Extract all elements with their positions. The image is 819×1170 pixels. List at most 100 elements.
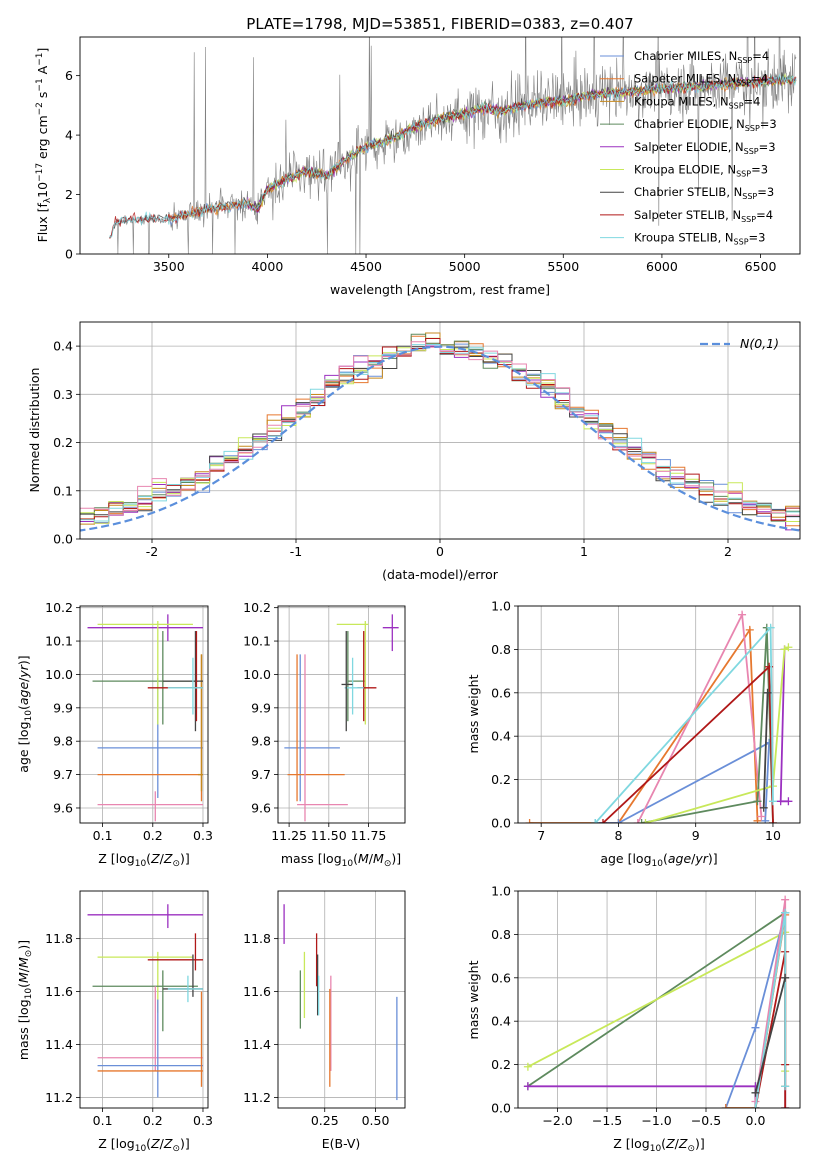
legend-label: Chabrier MILES, NSSP=4: [634, 49, 769, 65]
y-tick-label: 0.6: [491, 685, 511, 700]
y-tick-label: 0.2: [491, 772, 511, 787]
x-tick-label: 4500: [350, 259, 382, 274]
ticks: 0.25 0.50 11.2 11.4 11.6 11.8: [243, 931, 389, 1128]
x-tick-label: −1.0: [641, 1113, 671, 1128]
figure-title: PLATE=1798, MJD=53851, FIBERID=0383, z=0…: [246, 15, 633, 33]
x-tick-label: 11.75: [351, 828, 387, 843]
y-tick-label: 0.6: [491, 970, 511, 985]
ticks: 0.1 0.2 0.3 9.6 9.7 9.8 9.9 10.0 10.1 10.2: [45, 600, 213, 843]
y-tick-label: 9.8: [53, 734, 73, 749]
y-tick-label: 0.8: [491, 927, 511, 942]
kroupa-elodie-marker: [523, 1062, 532, 1071]
y-tick-label: 6: [65, 68, 73, 83]
legend-label: Kroupa MILES, NSSP=4: [634, 94, 760, 110]
x-tick-label: -2: [146, 544, 158, 559]
axes-frame: [517, 605, 801, 824]
y-tick-label: 0.4: [53, 339, 73, 354]
chabrier-miles-marker: [761, 816, 770, 823]
axes-frame: [79, 890, 209, 1109]
y-tick-label: 1.0: [491, 599, 511, 614]
grid: [518, 890, 800, 1109]
y-tick-label: 0.4: [491, 729, 511, 744]
y-tick-label: 9.6: [53, 800, 73, 815]
x-tick-label: 0.3: [193, 1113, 213, 1128]
x-tick-label: 4000: [251, 259, 283, 274]
x-tick-label: 0.50: [362, 1113, 390, 1128]
y-tick-label: 9.7: [251, 767, 271, 782]
y-tick-label: 11.6: [45, 984, 73, 999]
y-tick-label: 0.1: [53, 483, 73, 498]
salpeter-elodie-marker: [784, 797, 793, 806]
chabrier-stelib-marker: [781, 973, 790, 982]
legend-label: Salpeter ELODIE, NSSP=3: [634, 140, 776, 156]
axes-frame: [517, 890, 801, 1109]
x-axis-label: Z [log10(Z/Z⊙)]: [98, 1136, 190, 1154]
y-tick-label: 0.0: [491, 1101, 511, 1116]
plot-area: [87, 904, 203, 1098]
x-tick-label: −0.5: [691, 1113, 721, 1128]
x-tick-label: 6000: [646, 259, 678, 274]
axes-frame: [79, 605, 209, 824]
grid: [80, 606, 208, 823]
axes-frame: [277, 890, 406, 1109]
chabrier-miles-marker: [614, 819, 623, 823]
salpeter-elodie-marker: [523, 1082, 532, 1091]
legend-label: Chabrier STELIB, NSSP=3: [634, 185, 774, 201]
chabrier-stelib-marker: [763, 688, 772, 697]
y-tick-label: 11.8: [243, 931, 271, 946]
kroupa-elodie-marker: [641, 819, 650, 823]
kroupa-elodie-marker: [784, 643, 793, 652]
y-tick-label: 0.4: [491, 1014, 511, 1029]
pink-marker: [633, 819, 642, 823]
x-tick-label: 10: [765, 828, 781, 843]
x-tick-label: 0: [436, 544, 444, 559]
chabrier-elodie-marker: [637, 819, 646, 823]
mass-age-plot: 11.25 11.50 11.75 9.6 9.7 9.8 9.9 10.0 10.1 10.2 m…: [243, 600, 406, 869]
pink-histogram: [80, 341, 800, 518]
kroupa-stelib-marker: [781, 1082, 790, 1091]
legend-label: Salpeter MILES, NSSP=4: [634, 72, 768, 88]
y-tick-label: 9.9: [251, 700, 271, 715]
y-tick-label: 11.2: [45, 1090, 73, 1105]
y-tick-label: 0.8: [491, 642, 511, 657]
y-tick-label: 9.6: [251, 800, 271, 815]
y-tick-label: 0.3: [53, 387, 73, 402]
y-axis-label: Normed distribution: [27, 368, 42, 493]
y-axis-label: mass weight: [466, 960, 481, 1039]
plot-area: [109, 37, 797, 254]
legend-label: Kroupa STELIB, NSSP=3: [634, 231, 765, 247]
pink-marker: [781, 895, 790, 904]
x-tick-label: 8: [614, 828, 622, 843]
axes-frame: [277, 605, 406, 824]
x-tick-label: 6500: [745, 259, 777, 274]
x-tick-label: 5000: [449, 259, 481, 274]
spectrum-plot: 3500 4000 4500 5000 5500 6000 6500 0 2 4 6 waveleng…: [35, 36, 801, 297]
plot-area: [284, 614, 399, 822]
x-axis-label: Z [log10(Z/Z⊙)]: [98, 851, 190, 869]
x-tick-label: 0.2: [143, 1113, 163, 1128]
chabrier-miles-marker: [751, 1023, 760, 1032]
plot-area: [80, 332, 800, 533]
y-tick-label: 11.2: [243, 1090, 271, 1105]
salpeter-miles-marker: [525, 819, 534, 823]
metallicity-mass-plot: 0.1 0.2 0.3 11.2 11.4 11.6 11.8 Z [log10(Z/Z⊙)]…: [16, 890, 213, 1154]
legend: Chabrier MILES, NSSP=4 Salpeter MILES, NS…: [600, 49, 777, 247]
y-tick-label: 11.8: [45, 931, 73, 946]
ticks: -2 -1 0 1 2 0.0 0.1 0.2 0.3 0.4: [53, 339, 732, 559]
ticks: 11.25 11.50 11.75 9.6 9.7 9.8 9.9 10.0 10.1 10.2: [243, 600, 386, 843]
axes-frame: [79, 321, 801, 540]
ticks: −2.0 −1.5 −1.0 −0.5 0.0 0.0 0.2 0.4 0.6 0.8 1.0: [491, 884, 765, 1129]
salpeter-miles-marker: [721, 1104, 730, 1108]
chabrier-stelib-line: [762, 692, 769, 808]
legend-label: Chabrier ELODIE, NSSP=3: [634, 117, 777, 133]
legend-label: Kroupa ELODIE, NSSP=3: [634, 163, 768, 179]
y-tick-label: 11.4: [243, 1037, 271, 1052]
x-tick-label: 1: [580, 544, 588, 559]
y-tick-label: 10.2: [243, 600, 271, 615]
salpeter-stelib-line: [602, 664, 774, 823]
x-tick-label: 11.50: [311, 828, 347, 843]
plot-area: [523, 895, 790, 1108]
x-tick-label: 3500: [153, 259, 185, 274]
y-tick-label: 10.1: [243, 634, 271, 649]
